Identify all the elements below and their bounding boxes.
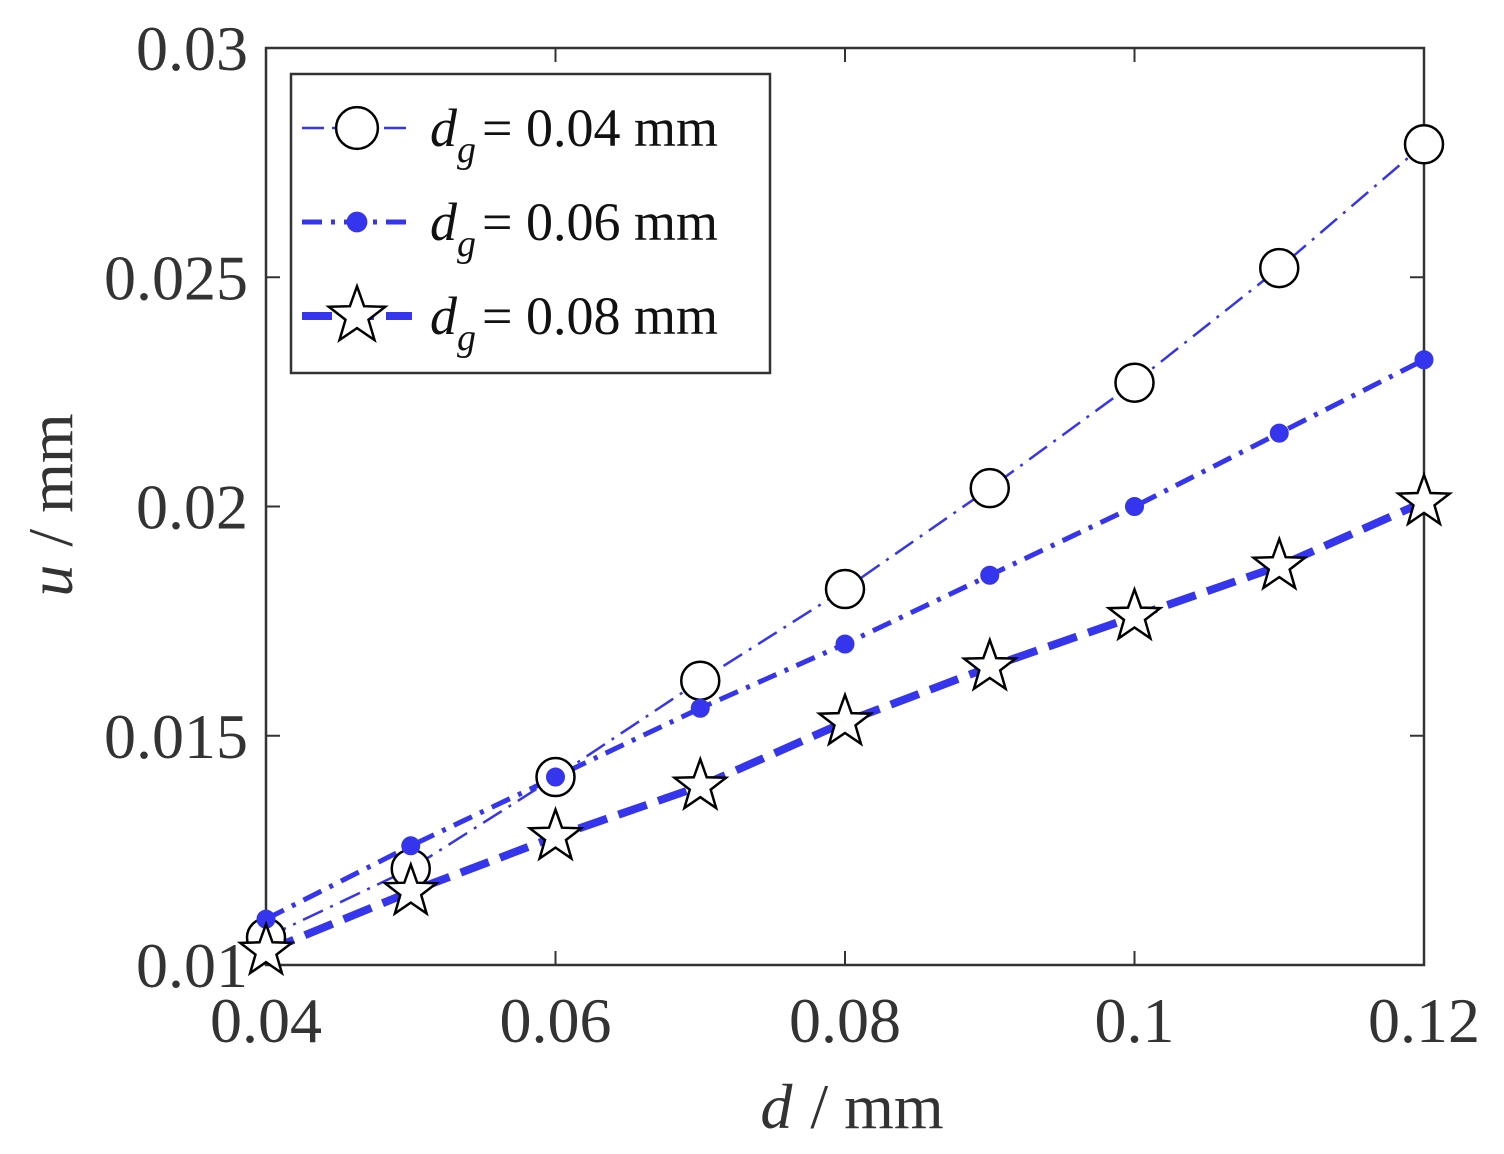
legend-label-1: dg = 0.04 mm [430,98,718,171]
series-1-marker [1403,124,1445,165]
legend: dg = 0.04 mm dg = 0.06 mm dg = 0.08 mm [289,72,772,375]
y-tick-label: 0.025 [104,242,248,313]
tick-labels: 0.04 0.06 0.08 0.1 0.12 0.01 0.015 0.02 0.025 0.0… [104,13,1480,1056]
x-axis-symbol: d [760,1071,793,1142]
legend-label-3: dg = 0.08 mm [430,286,718,359]
y-axis-symbol: u [15,565,86,597]
series-1-marker [1259,247,1300,289]
series-3-marker [671,755,730,812]
series-3-marker [1394,471,1454,527]
series-2-marker [546,767,565,787]
x-tick-label: 0.1 [1095,985,1175,1056]
series-3-marker [1250,535,1309,591]
series-2-marker [401,836,421,856]
legend-label-2: dg = 0.06 mm [430,192,718,265]
series-2-marker [1414,350,1434,370]
series-2-marker [1269,423,1289,443]
series-3-marker [236,920,296,977]
series-3-marker [526,805,585,862]
x-axis-unit: / mm [810,1071,943,1142]
series-2-marker [980,565,1000,585]
series-3-marker [381,860,440,917]
legend-marker-2 [346,211,368,233]
series-1-marker [969,467,1010,509]
series-3-marker [815,691,875,747]
x-axis-label: d / mm [760,1071,943,1142]
series-3-marker [960,636,1019,692]
series-2-marker [1125,497,1144,516]
y-axis-label: u / mm [15,413,86,596]
y-tick-label: 0.015 [104,701,248,772]
series-1-marker [824,568,866,610]
series-layer [236,124,1454,977]
y-tick-label: 0.01 [136,930,248,1001]
series-1-marker [1114,362,1155,403]
series-2-marker [835,634,855,654]
y-axis-unit: / mm [15,413,86,546]
y-tick-label: 0.02 [136,472,248,543]
y-tick-label: 0.03 [136,13,248,84]
series-2-marker [690,698,710,718]
x-tick-label: 0.04 [210,985,322,1056]
x-tick-label: 0.08 [789,985,901,1056]
legend-marker-1 [334,105,380,151]
series-1-marker [680,660,721,701]
series-line-3 [264,498,1426,955]
x-tick-label: 0.12 [1368,985,1480,1056]
x-tick-label: 0.06 [500,985,612,1056]
series-3-marker [1105,585,1164,642]
legend-marker-3 [325,282,389,344]
